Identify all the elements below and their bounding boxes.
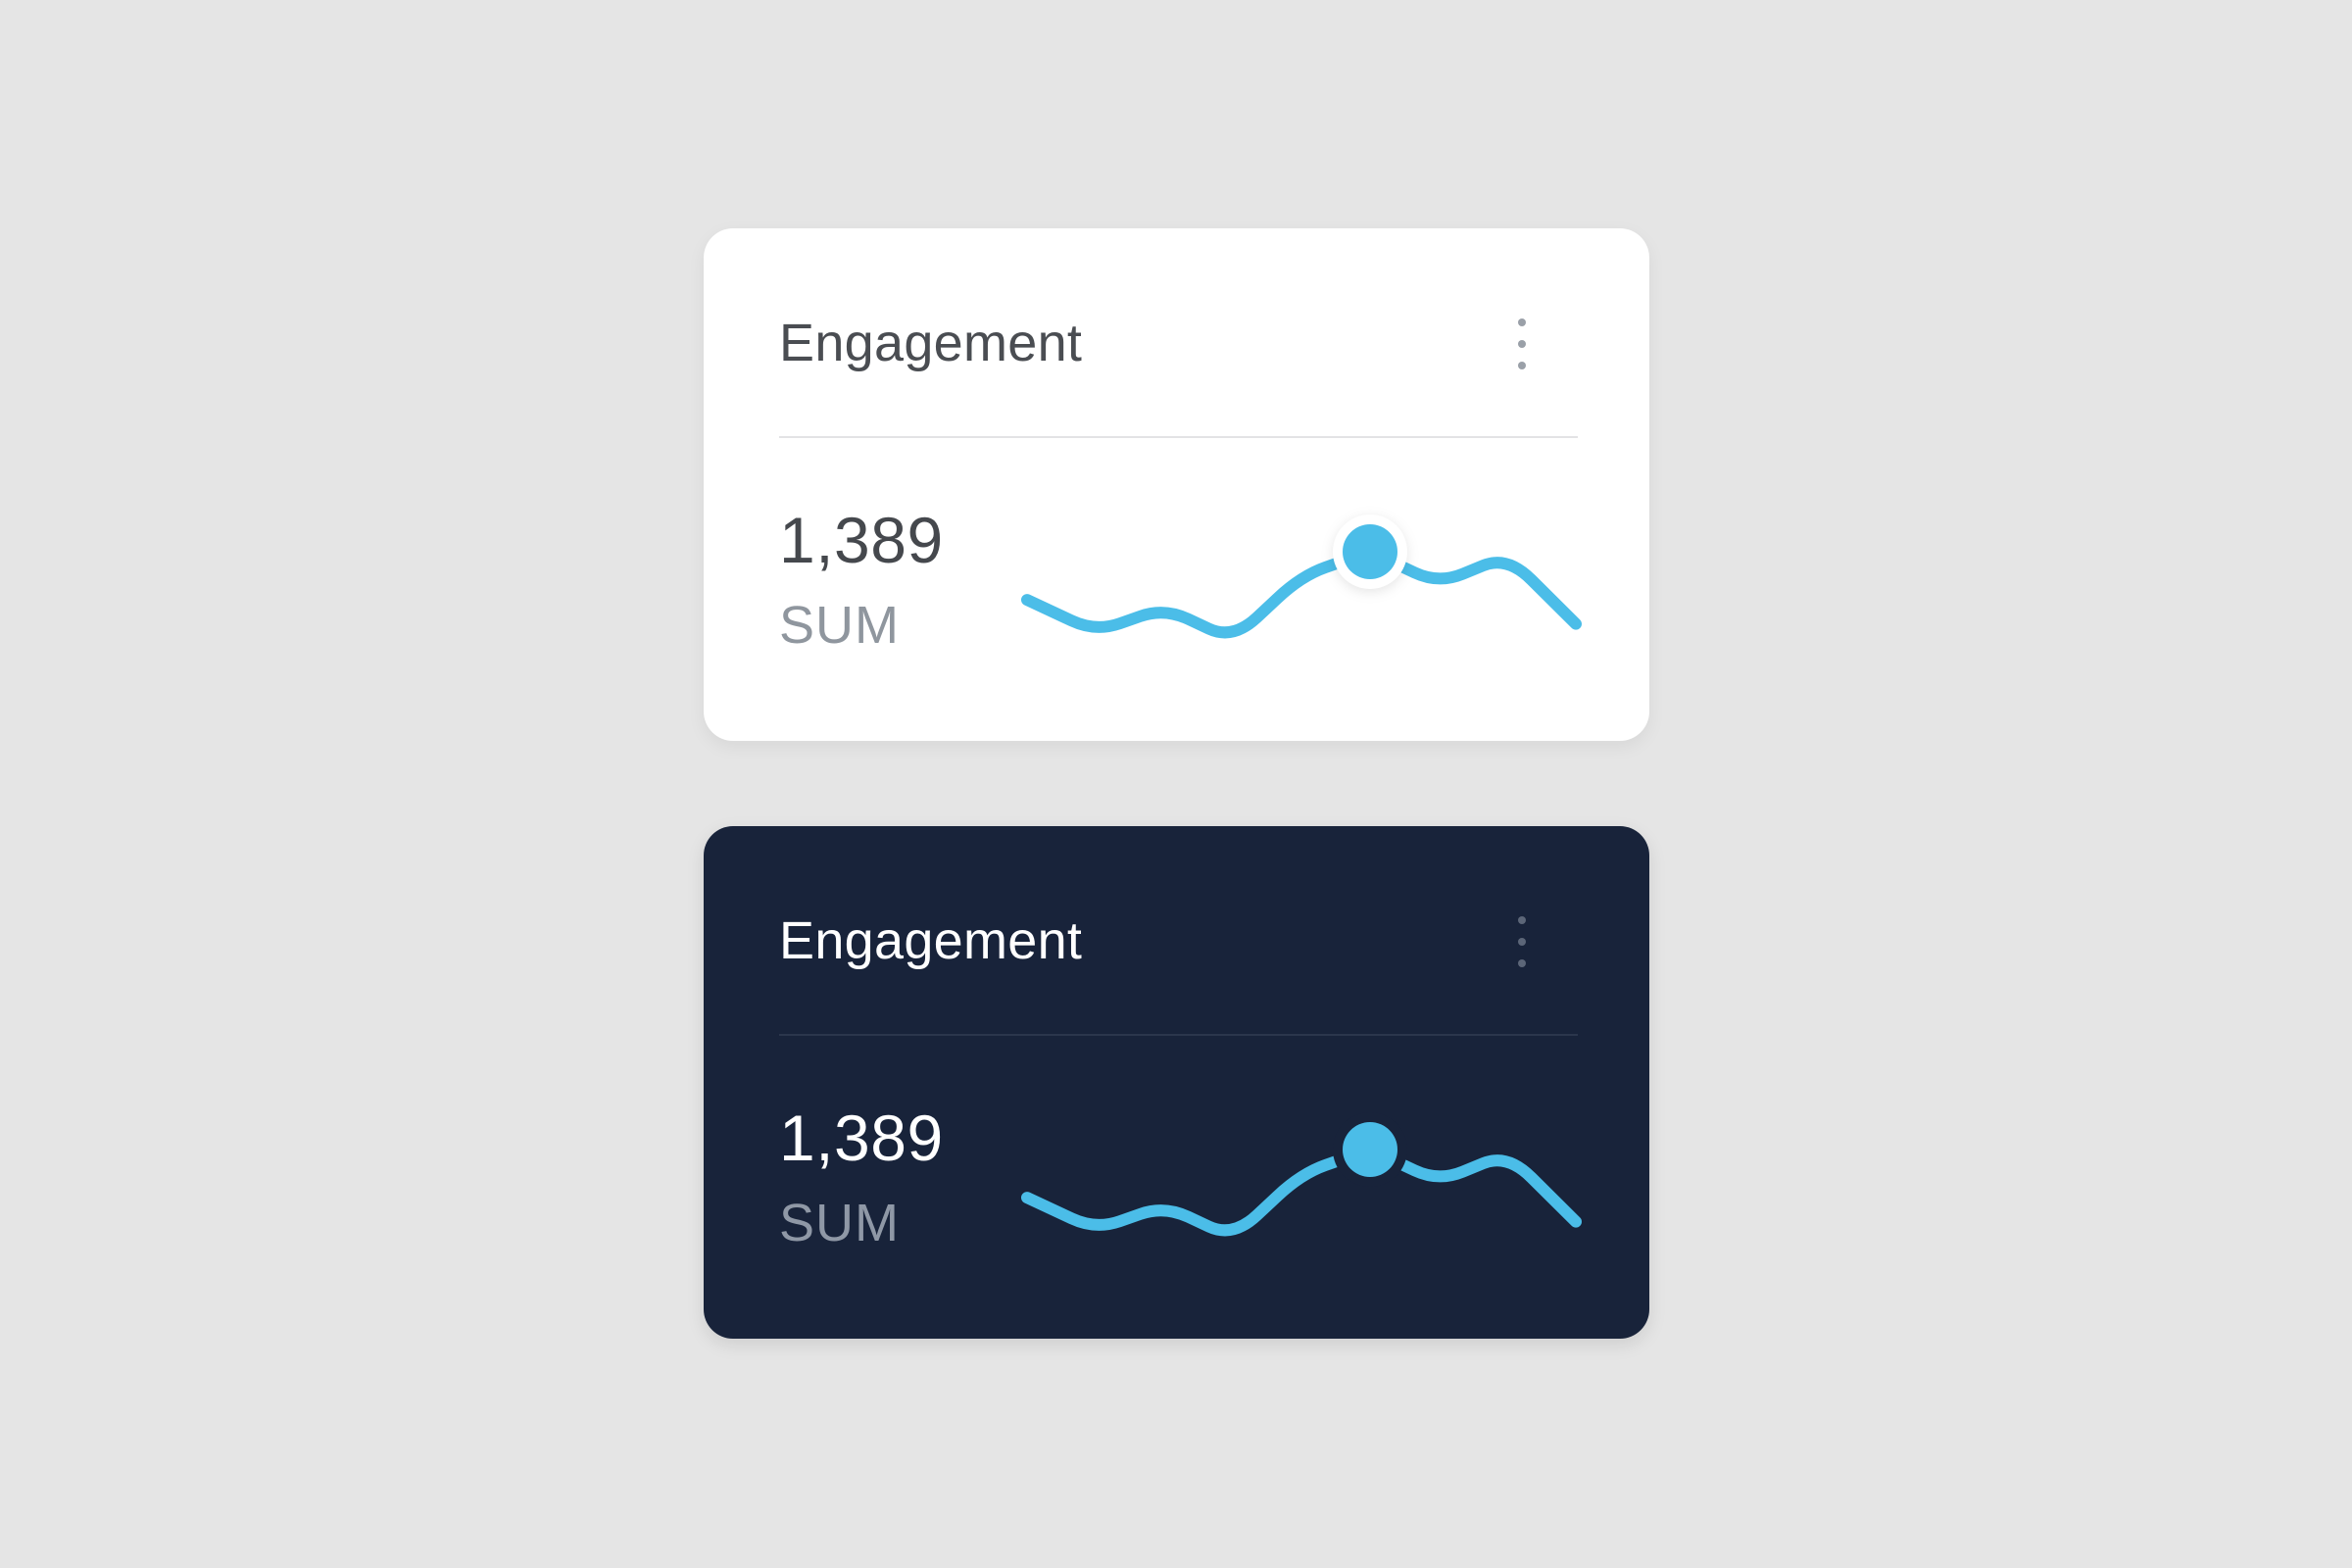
more-options-button[interactable]	[1507, 912, 1537, 971]
engagement-card-dark: Engagement 1,389 SUM	[704, 826, 1649, 1339]
vertical-dots-icon	[1518, 959, 1526, 967]
vertical-dots-icon	[1518, 318, 1526, 326]
more-options-button[interactable]	[1507, 315, 1537, 373]
sparkline-chart	[1021, 514, 1582, 639]
metric-label: SUM	[779, 1194, 900, 1252]
divider	[779, 436, 1578, 438]
vertical-dots-icon	[1518, 362, 1526, 369]
metric-value: 1,389	[779, 504, 944, 576]
metric-value: 1,389	[779, 1102, 944, 1174]
sparkline-series-line	[1021, 1148, 1582, 1237]
engagement-card-light: Engagement 1,389 SUM	[704, 228, 1649, 741]
card-title: Engagement	[779, 314, 1083, 372]
vertical-dots-icon	[1518, 938, 1526, 946]
sparkline-chart	[1021, 1112, 1582, 1237]
highlight-point[interactable]	[1343, 524, 1397, 579]
sparkline-series-line	[1021, 550, 1582, 639]
highlight-point[interactable]	[1343, 1122, 1397, 1177]
vertical-dots-icon	[1518, 916, 1526, 924]
metric-label: SUM	[779, 596, 900, 655]
card-title: Engagement	[779, 911, 1083, 970]
divider	[779, 1034, 1578, 1036]
vertical-dots-icon	[1518, 340, 1526, 348]
